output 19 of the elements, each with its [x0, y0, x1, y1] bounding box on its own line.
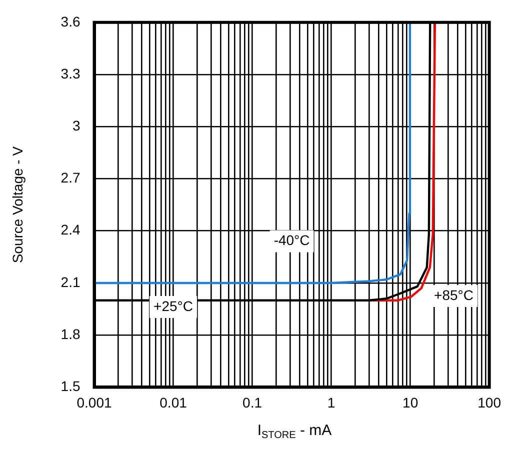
- x-tick-label: 100: [478, 394, 502, 410]
- y-tick-label: 3.3: [60, 65, 80, 82]
- text: -40°C: [274, 232, 310, 248]
- x-tick-label: 0.01: [160, 394, 188, 410]
- y-axis-title: Source Voltage - V: [9, 146, 26, 264]
- y-tick-label: 1.5: [60, 378, 80, 394]
- series-label: +25°C: [154, 298, 194, 314]
- x-tick-label: 0.001: [76, 394, 112, 410]
- y-tick-label: 1.8: [60, 326, 80, 342]
- series-label: +85°C: [434, 286, 474, 303]
- y-tick-label: 2.4: [60, 222, 80, 238]
- x-tick-label: 1: [327, 394, 336, 410]
- y-tick-label: 2.7: [60, 170, 80, 186]
- y-tick-label: 2.1: [60, 274, 80, 290]
- y-tick-label: 3: [72, 117, 80, 134]
- y-tick-label: 3.6: [60, 13, 80, 30]
- x-tick-label: 10: [402, 394, 418, 410]
- x-axis-title: I$_{STORE}$ - mA: [256, 422, 333, 441]
- x-tick-label: 0.1: [242, 394, 262, 410]
